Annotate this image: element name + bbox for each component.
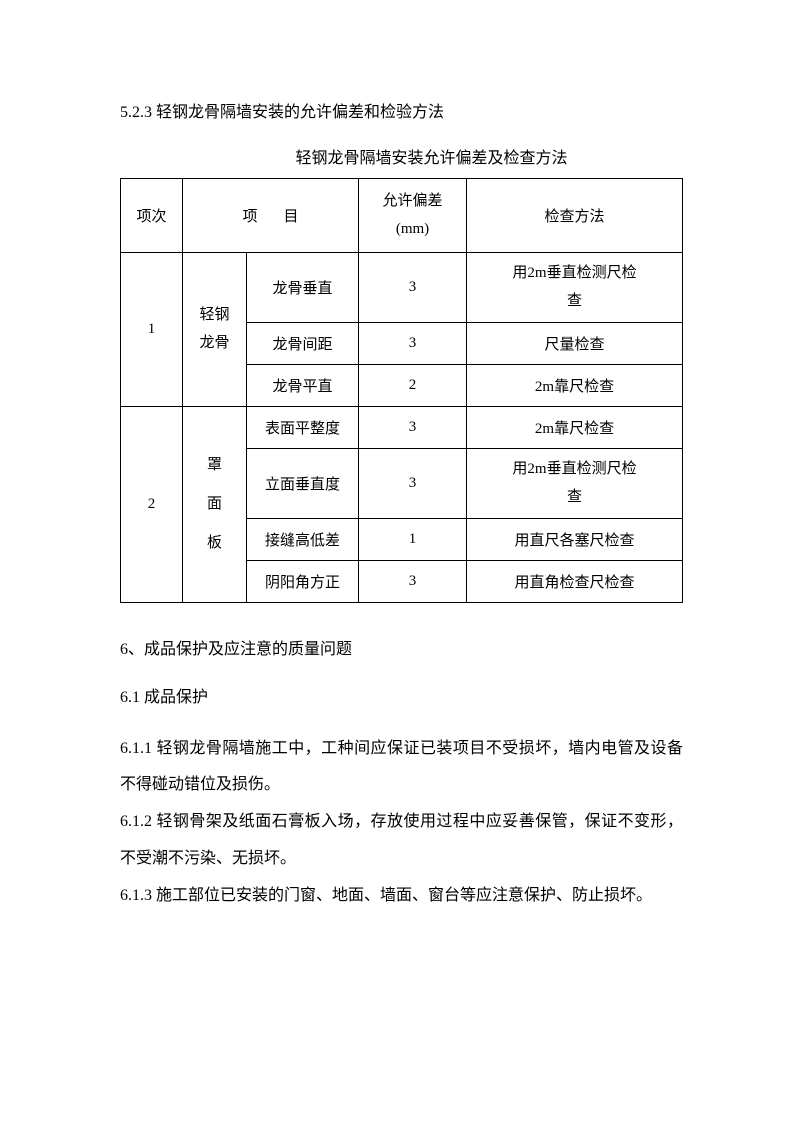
cell-tolerance: 3 — [359, 406, 467, 448]
cell-tolerance: 3 — [359, 448, 467, 518]
cell-item: 龙骨垂直 — [247, 252, 359, 322]
paragraph-612: 6.1.2 轻钢骨架及纸面石膏板入场，存放使用过程中应妥善保管，保证不变形，不受… — [120, 804, 683, 878]
table-row: 2 罩 面 板 表面平整度 3 2m靠尺检查 — [121, 406, 683, 448]
header-tol-line1: 允许偏差 — [382, 193, 442, 209]
cat-line: 罩 — [207, 457, 222, 473]
cell-tolerance: 2 — [359, 364, 467, 406]
tolerance-table: 项次 项目 允许偏差 (mm) 检查方法 1 轻钢 龙骨 龙骨垂直 3 用2m垂… — [120, 178, 683, 603]
cat-line: 面 — [207, 496, 222, 512]
cell-tolerance: 3 — [359, 252, 467, 322]
cell-group1-num: 1 — [121, 252, 183, 406]
section-6-title: 6、成品保护及应注意的质量问题 — [120, 635, 683, 659]
method-line: 用2m垂直检测尺检 — [512, 265, 636, 281]
cell-group1-category: 轻钢 龙骨 — [183, 252, 247, 406]
cell-method: 用直尺各塞尺检查 — [467, 518, 683, 560]
cat-line: 板 — [207, 535, 222, 551]
table-caption: 轻钢龙骨隔墙安装允许偏差及检查方法 — [120, 144, 683, 168]
cell-method: 用2m垂直检测尺检 查 — [467, 448, 683, 518]
method-line: 用2m垂直检测尺检 — [512, 461, 636, 477]
paragraph-611: 6.1.1 轻钢龙骨隔墙施工中，工种间应保证已装项目不受损坏，墙内电管及设备不得… — [120, 731, 683, 805]
cell-item: 龙骨间距 — [247, 322, 359, 364]
paragraph-613: 6.1.3 施工部位已安装的门窗、地面、墙面、窗台等应注意保护、防止损坏。 — [120, 878, 683, 915]
cell-group2-num: 2 — [121, 406, 183, 602]
header-num: 项次 — [121, 178, 183, 252]
cell-tolerance: 3 — [359, 560, 467, 602]
method-line: 查 — [567, 489, 582, 505]
cell-method: 尺量检查 — [467, 322, 683, 364]
section-heading-523: 5.2.3 轻钢龙骨隔墙安装的允许偏差和检验方法 — [120, 100, 683, 126]
header-tolerance: 允许偏差 (mm) — [359, 178, 467, 252]
cell-item: 接缝高低差 — [247, 518, 359, 560]
cell-method: 用2m垂直检测尺检 查 — [467, 252, 683, 322]
section-61-title: 6.1 成品保护 — [120, 683, 683, 707]
cell-item: 龙骨平直 — [247, 364, 359, 406]
cell-group2-category: 罩 面 板 — [183, 406, 247, 602]
cell-item: 立面垂直度 — [247, 448, 359, 518]
cell-method: 2m靠尺检查 — [467, 364, 683, 406]
cell-tolerance: 3 — [359, 322, 467, 364]
cell-item: 阴阳角方正 — [247, 560, 359, 602]
cell-tolerance: 1 — [359, 518, 467, 560]
cell-method: 用直角检查尺检查 — [467, 560, 683, 602]
table-row: 1 轻钢 龙骨 龙骨垂直 3 用2m垂直检测尺检 查 — [121, 252, 683, 322]
header-method: 检查方法 — [467, 178, 683, 252]
cell-item: 表面平整度 — [247, 406, 359, 448]
cell-method: 2m靠尺检查 — [467, 406, 683, 448]
cat-line: 轻钢 — [199, 307, 229, 323]
header-tol-line2: (mm) — [396, 221, 429, 237]
method-line: 查 — [567, 293, 582, 309]
cat-line: 龙骨 — [199, 335, 229, 351]
header-item: 项目 — [183, 178, 359, 252]
table-header-row: 项次 项目 允许偏差 (mm) 检查方法 — [121, 178, 683, 252]
